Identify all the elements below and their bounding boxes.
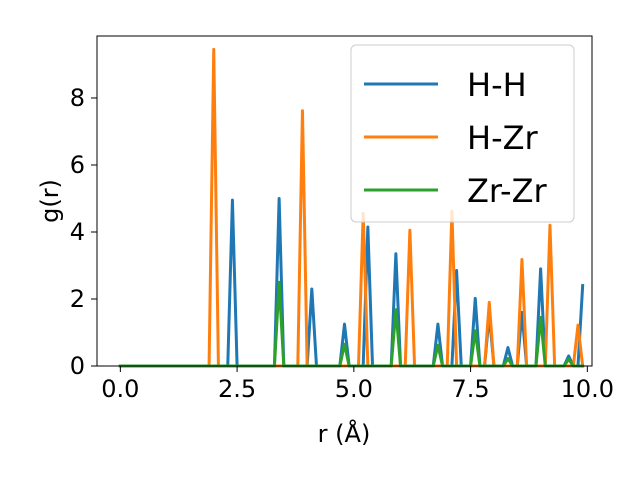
legend-label-h-zr: H-Zr: [467, 119, 539, 157]
y-tick-label: 4: [70, 218, 85, 246]
x-tick-label: 5.0: [335, 375, 373, 403]
x-axis-title: r (Å): [318, 419, 371, 448]
series-line-h-zr: [118, 47, 585, 368]
plot-frame: [96, 35, 593, 367]
y-tick-label: 0: [70, 352, 85, 380]
x-tick-label: 2.5: [218, 375, 256, 403]
x-tick-label: 0.0: [101, 375, 139, 403]
x-ticks: 0.0 2.5 5.0 7.5 10.0: [101, 366, 614, 403]
y-tick-label: 6: [70, 151, 85, 179]
legend-box: [350, 44, 575, 223]
x-tick-label: 7.5: [451, 375, 489, 403]
legend-label-zr-zr: Zr-Zr: [467, 172, 548, 210]
y-ticks: 0 2 4 6 8: [70, 84, 97, 380]
legend: H-H H-Zr Zr-Zr: [350, 44, 575, 223]
y-tick-label: 2: [70, 285, 85, 313]
legend-label-h-h: H-H: [467, 66, 527, 104]
y-axis-title: g(r): [36, 179, 64, 223]
legend-items: H-H H-Zr Zr-Zr: [364, 66, 548, 210]
x-tick-label: 10.0: [561, 375, 614, 403]
y-tick-label: 8: [70, 84, 85, 112]
